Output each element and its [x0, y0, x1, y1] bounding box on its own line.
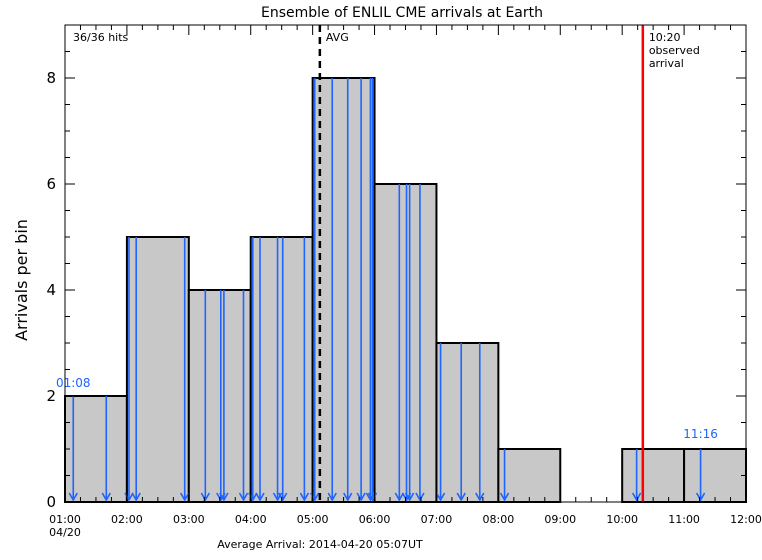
- x-tick-label: 03:00: [173, 513, 205, 526]
- arrival-arrow-head: [101, 492, 111, 502]
- first-arrival-label: 01:08: [56, 376, 91, 390]
- histogram-bar: [373, 183, 438, 503]
- arrival-arrow-head: [394, 492, 405, 502]
- arrival-arrow-head: [435, 492, 446, 502]
- y-tick-label: 6: [46, 175, 56, 193]
- x-tick-label: 10:00: [606, 513, 638, 526]
- arrival-arrow-head: [343, 492, 353, 502]
- histogram-bar: [683, 448, 747, 503]
- hits-label: 36/36 hits: [73, 31, 129, 44]
- x-tick-label: 11:00: [668, 513, 700, 526]
- arrival-arrow-head: [278, 492, 288, 502]
- histogram-bar: [311, 77, 376, 503]
- y-tick-label: 0: [46, 493, 56, 511]
- x-tick-label: 01:00: [49, 513, 81, 526]
- x-tick-label: 05:00: [297, 513, 329, 526]
- x-tick-label: 04:00: [235, 513, 267, 526]
- y-axis-label: Arrivals per bin: [12, 219, 31, 341]
- arrival-arrow-head: [475, 492, 485, 502]
- arrival-arrow-head: [695, 492, 706, 502]
- observed-label-line: 10:20: [649, 31, 681, 44]
- arrival-arrow-head: [299, 492, 310, 502]
- arrival-arrow-head: [415, 492, 425, 502]
- arrival-arrow-head: [179, 492, 190, 502]
- arrival-arrow-head: [200, 492, 211, 502]
- arrival-arrow-head: [356, 492, 366, 502]
- footer-average-arrival: Average Arrival: 2014-04-20 05:07UT: [217, 538, 423, 551]
- x-tick-label: 09:00: [544, 513, 576, 526]
- average-label: AVG: [326, 31, 349, 44]
- arrival-arrow-head: [248, 492, 258, 502]
- x-tick-label: 02:00: [111, 513, 143, 526]
- histogram-bar: [621, 448, 686, 503]
- arrival-arrow-head: [124, 492, 134, 502]
- last-arrival-label: 11:16: [683, 427, 718, 441]
- arrival-arrow-head: [310, 492, 320, 502]
- y-tick-label: 8: [46, 69, 56, 87]
- arrival-arrow-head: [131, 492, 141, 502]
- histogram-bar: [64, 395, 128, 503]
- arrival-arrow-head: [68, 492, 78, 502]
- x-tick-label: 08:00: [483, 513, 515, 526]
- histogram-bar: [249, 236, 314, 503]
- arrival-arrow-head: [367, 492, 378, 502]
- y-tick-label: 4: [46, 281, 56, 299]
- observed-label-line: arrival: [649, 57, 684, 70]
- x-tick-label: 12:00: [730, 513, 762, 526]
- histogram-bar: [435, 342, 500, 503]
- arrival-arrow-head: [327, 492, 337, 502]
- observed-label-line: observed: [649, 44, 700, 57]
- x-date-label: 04/20: [49, 526, 81, 539]
- arrival-arrow-head: [219, 492, 229, 502]
- x-tick-label: 07:00: [421, 513, 453, 526]
- y-tick-label: 2: [46, 387, 56, 405]
- histogram-bar: [125, 236, 190, 503]
- arrival-arrow-head: [238, 492, 249, 502]
- arrival-arrow-head: [499, 492, 510, 502]
- arrival-arrow-head: [456, 492, 466, 502]
- x-tick-label: 06:00: [359, 513, 391, 526]
- arrival-arrow-head: [404, 492, 415, 502]
- arrival-arrow-head: [255, 492, 265, 502]
- arrival-arrow-head: [631, 492, 642, 502]
- chart-title: Ensemble of ENLIL CME arrivals at Earth: [261, 5, 543, 21]
- histogram-bar: [187, 289, 252, 503]
